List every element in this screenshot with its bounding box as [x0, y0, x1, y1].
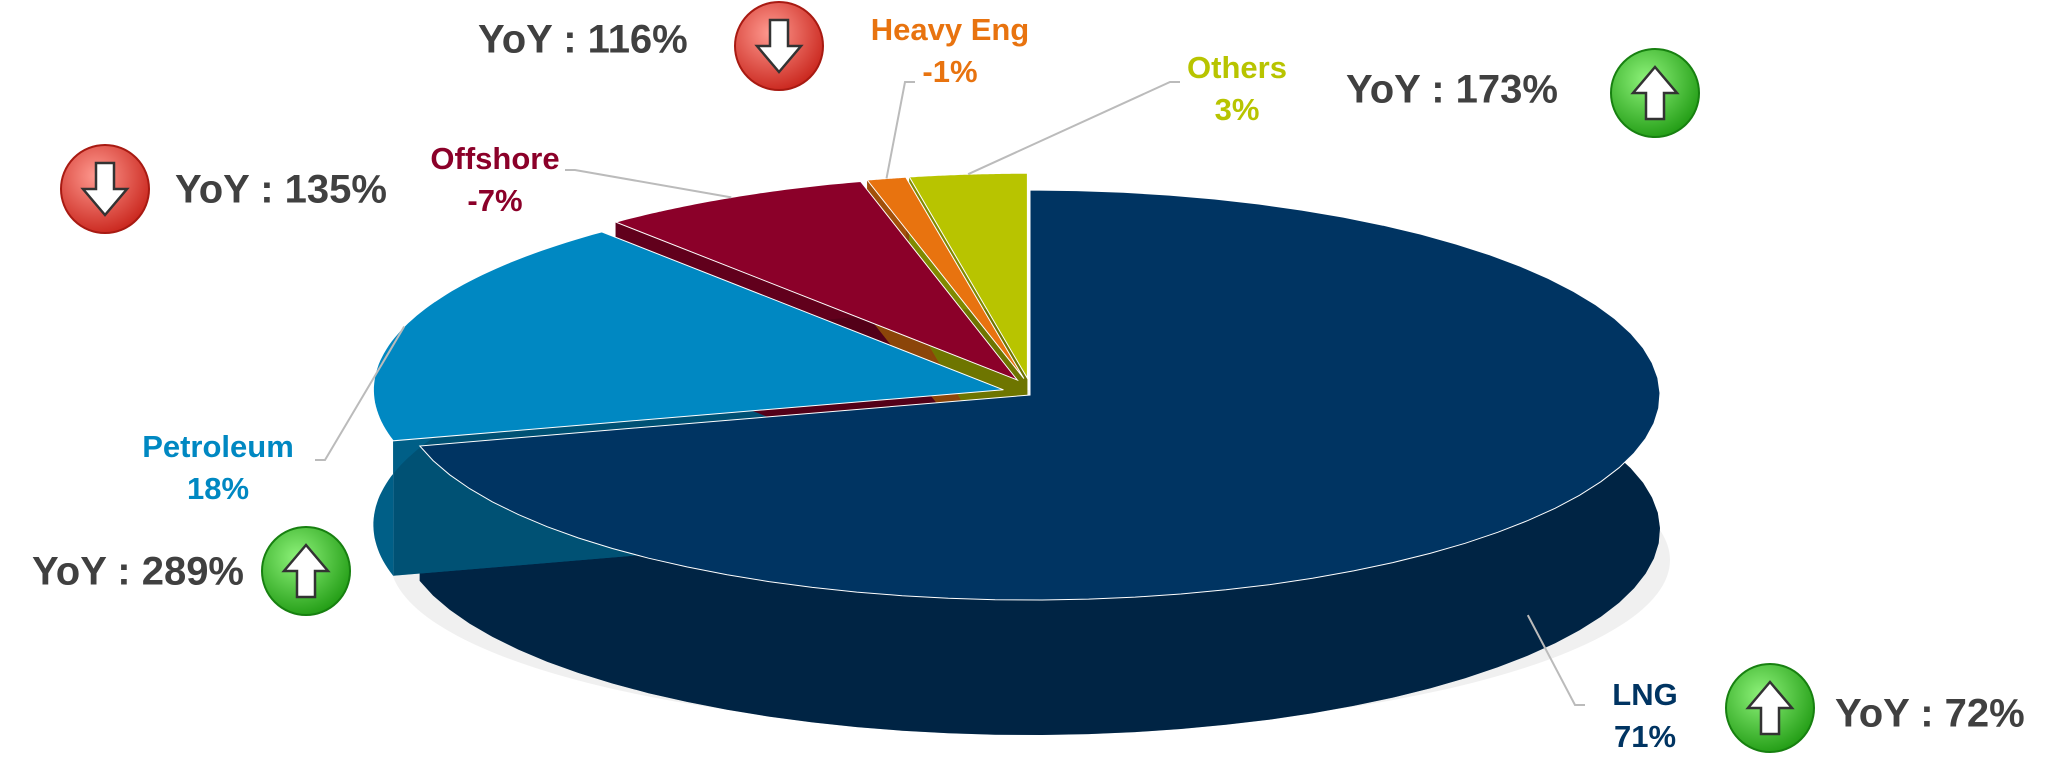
value-label: -7%: [467, 183, 522, 218]
arrow-icon: [60, 144, 150, 234]
category-label: Heavy Eng: [871, 12, 1030, 47]
yoy-label: YoY : 135%: [175, 168, 387, 212]
yoy-label: YoY : 289%: [32, 550, 244, 594]
value-label: 3%: [1215, 92, 1260, 127]
arrow-icon: [734, 1, 824, 91]
arrow-icon: [1610, 48, 1700, 138]
value-label: -1%: [922, 54, 977, 89]
category-label: Petroleum: [142, 429, 294, 464]
arrow-shape: [754, 18, 804, 74]
yoy-label: YoY : 116%: [478, 18, 688, 62]
yoy-label: YoY : 72%: [1835, 692, 2025, 736]
leader-line: [315, 325, 406, 461]
category-label: Others: [1187, 50, 1287, 85]
arrow-shape: [281, 543, 331, 599]
arrow-shape: [1745, 680, 1795, 736]
leader-line: [885, 81, 915, 179]
category-label: LNG: [1612, 677, 1677, 712]
arrow-shape: [80, 161, 130, 217]
arrow-icon: [261, 526, 351, 616]
yoy-label: YoY : 173%: [1346, 68, 1558, 112]
slice-top: [418, 189, 1661, 601]
leader-line: [565, 169, 732, 199]
value-label: 71%: [1614, 719, 1676, 754]
leader-line: [1526, 614, 1585, 706]
leader-line: [967, 81, 1180, 176]
category-label: Offshore: [430, 141, 559, 176]
arrow-icon: [1725, 663, 1815, 753]
value-label: 18%: [187, 471, 249, 506]
arrow-shape: [1630, 65, 1680, 121]
